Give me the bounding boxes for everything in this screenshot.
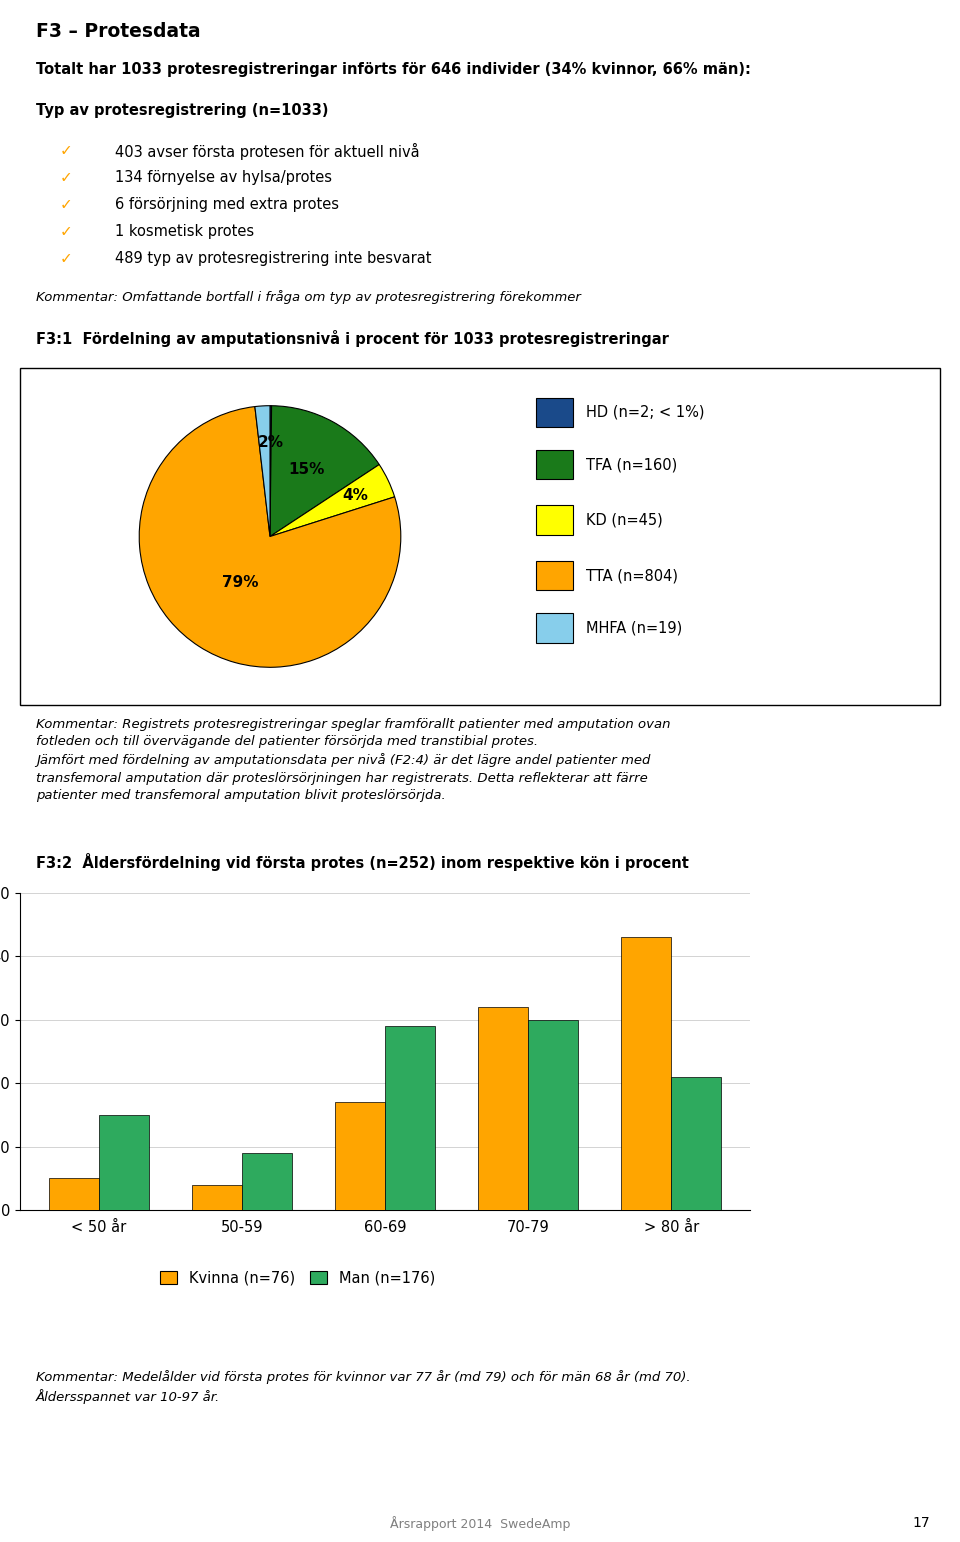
Text: MHFA (n=19): MHFA (n=19) <box>586 620 682 635</box>
Bar <box>335 1103 385 1210</box>
Wedge shape <box>270 406 379 537</box>
Text: 79%: 79% <box>222 575 258 591</box>
Text: HD (n=2; < 1%): HD (n=2; < 1%) <box>586 404 704 419</box>
Text: 1 kosmetisk protes: 1 kosmetisk protes <box>115 224 254 239</box>
Text: 403 avser första protesen för aktuell nivå: 403 avser första protesen för aktuell ni… <box>115 143 420 160</box>
Bar <box>192 1184 242 1210</box>
Text: 2%: 2% <box>257 435 283 450</box>
Wedge shape <box>139 407 400 668</box>
FancyBboxPatch shape <box>537 614 573 643</box>
Bar <box>385 1025 435 1210</box>
Bar <box>528 1019 578 1210</box>
FancyBboxPatch shape <box>537 450 573 480</box>
Text: ✓: ✓ <box>60 143 73 157</box>
Text: ✓: ✓ <box>60 224 73 239</box>
Text: TTA (n=804): TTA (n=804) <box>586 569 678 583</box>
Text: Kommentar: Omfattande bortfall i fråga om typ av protesregistrering förekommer: Kommentar: Omfattande bortfall i fråga o… <box>36 290 581 304</box>
Bar <box>99 1115 149 1210</box>
Text: Kommentar: Medelålder vid första protes för kvinnor var 77 år (md 79) och för mä: Kommentar: Medelålder vid första protes … <box>36 1369 690 1405</box>
Text: 17: 17 <box>912 1516 930 1530</box>
Bar <box>671 1076 721 1210</box>
FancyBboxPatch shape <box>537 506 573 535</box>
Bar <box>49 1178 99 1210</box>
Text: 15%: 15% <box>288 463 324 478</box>
Text: F3 – Protesdata: F3 – Protesdata <box>36 22 201 42</box>
Text: 6 försörjning med extra protes: 6 försörjning med extra protes <box>115 197 339 211</box>
Wedge shape <box>270 406 272 537</box>
Text: Årsrapport 2014  SwedeAmp: Årsrapport 2014 SwedeAmp <box>390 1516 570 1531</box>
Text: TFA (n=160): TFA (n=160) <box>586 456 677 472</box>
Text: ✓: ✓ <box>60 251 73 267</box>
Legend: Kvinna (n=76), Man (n=176): Kvinna (n=76), Man (n=176) <box>154 1264 441 1292</box>
Text: 134 förnyelse av hylsa/protes: 134 förnyelse av hylsa/protes <box>115 170 332 185</box>
Bar <box>478 1007 528 1210</box>
Text: Totalt har 1033 protesregistreringar införts för 646 individer (34% kvinnor, 66%: Totalt har 1033 protesregistreringar inf… <box>36 62 751 77</box>
Text: 4%: 4% <box>342 489 368 503</box>
Text: KD (n=45): KD (n=45) <box>586 512 662 527</box>
Text: Kommentar: Registrets protesregistreringar speglar framförallt patienter med amp: Kommentar: Registrets protesregistrering… <box>36 719 670 802</box>
Text: ✓: ✓ <box>60 197 73 211</box>
Text: ✓: ✓ <box>60 170 73 185</box>
Text: Typ av protesregistrering (n=1033): Typ av protesregistrering (n=1033) <box>36 103 328 119</box>
Text: F3:2  Åldersfördelning vid första protes (n=252) inom respektive kön i procent: F3:2 Åldersfördelning vid första protes … <box>36 853 689 871</box>
Wedge shape <box>270 464 395 537</box>
Bar <box>621 938 671 1210</box>
Text: F3:1  Fördelning av amputationsnivå i procent för 1033 protesregistreringar: F3:1 Fördelning av amputationsnivå i pro… <box>36 330 669 347</box>
Wedge shape <box>254 406 270 537</box>
Bar <box>242 1153 292 1210</box>
FancyBboxPatch shape <box>537 398 573 427</box>
Text: 489 typ av protesregistrering inte besvarat: 489 typ av protesregistrering inte besva… <box>115 251 431 267</box>
FancyBboxPatch shape <box>537 561 573 591</box>
